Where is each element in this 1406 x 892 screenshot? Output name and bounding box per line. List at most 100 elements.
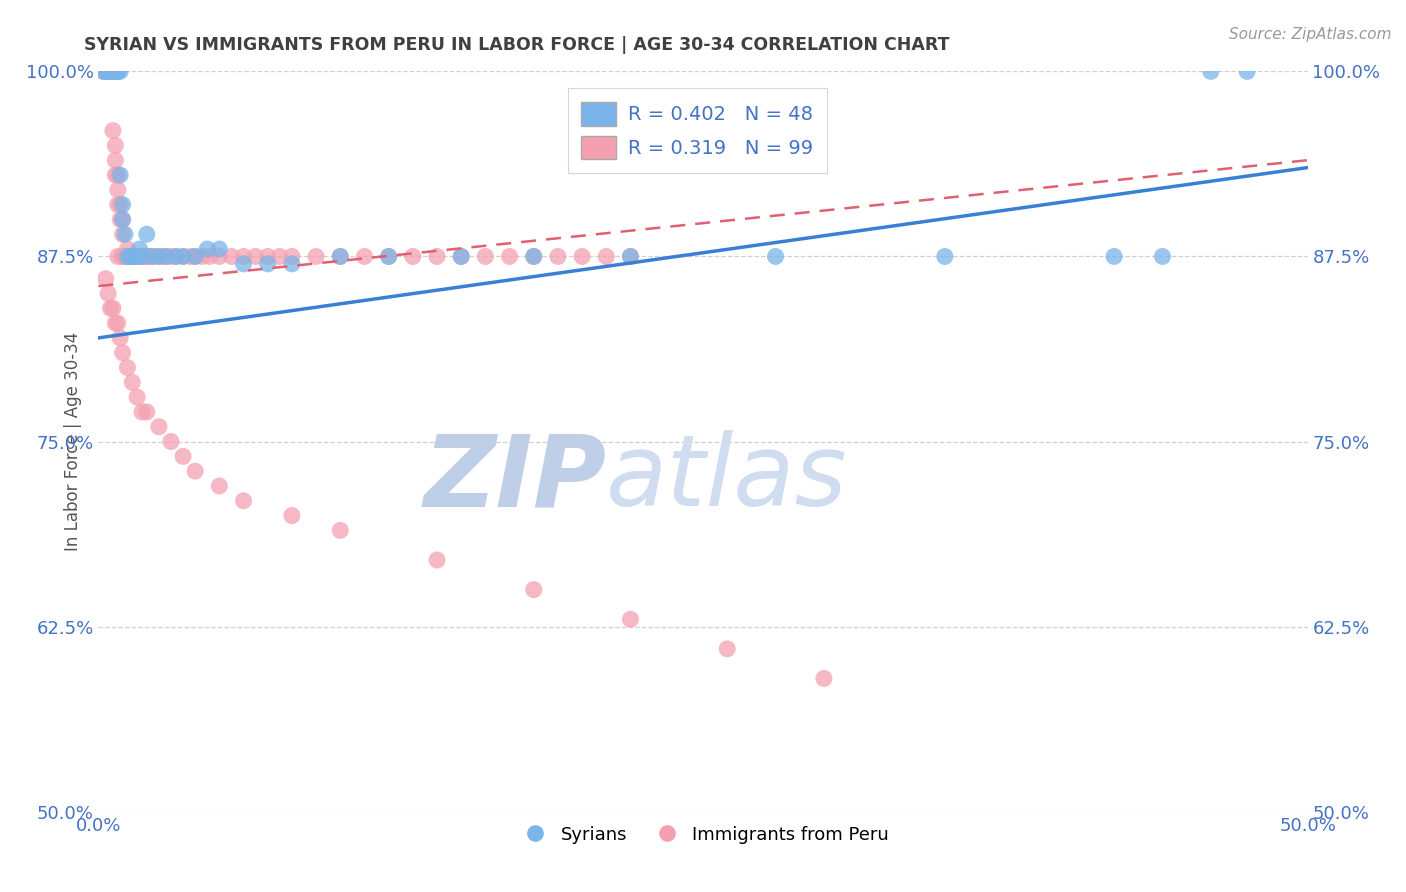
Immigrants from Peru	[107, 168, 129, 182]
Syrians	[1199, 64, 1222, 78]
Immigrants from Peru	[100, 64, 122, 78]
Immigrants from Peru	[221, 249, 243, 264]
Immigrants from Peru	[523, 249, 546, 264]
Syrians	[108, 64, 131, 78]
Immigrants from Peru	[523, 582, 546, 597]
Immigrants from Peru	[104, 138, 127, 153]
Immigrants from Peru	[97, 64, 120, 78]
Syrians	[155, 249, 177, 264]
Immigrants from Peru	[716, 641, 738, 656]
Syrians	[195, 242, 218, 256]
Immigrants from Peru	[91, 64, 114, 78]
Immigrants from Peru	[135, 249, 157, 264]
Immigrants from Peru	[179, 249, 201, 264]
Syrians	[104, 64, 127, 78]
Immigrants from Peru	[377, 249, 399, 264]
Syrians	[208, 242, 231, 256]
Immigrants from Peru	[160, 434, 183, 449]
Immigrants from Peru	[107, 316, 129, 330]
Immigrants from Peru	[97, 286, 120, 301]
Immigrants from Peru	[571, 249, 593, 264]
Immigrants from Peru	[498, 249, 520, 264]
Immigrants from Peru	[131, 249, 153, 264]
Immigrants from Peru	[232, 249, 254, 264]
Syrians	[94, 64, 117, 78]
Immigrants from Peru	[450, 249, 472, 264]
Immigrants from Peru	[329, 249, 352, 264]
Syrians	[281, 257, 304, 271]
Immigrants from Peru	[111, 212, 134, 227]
Immigrants from Peru	[117, 249, 139, 264]
Immigrants from Peru	[141, 249, 163, 264]
Immigrants from Peru	[100, 301, 122, 316]
Syrians	[934, 249, 956, 264]
Syrians	[765, 249, 787, 264]
Syrians	[377, 249, 399, 264]
Immigrants from Peru	[114, 249, 136, 264]
Immigrants from Peru	[117, 360, 139, 375]
Syrians	[1102, 249, 1125, 264]
Immigrants from Peru	[191, 249, 214, 264]
Syrians	[329, 249, 352, 264]
Text: Source: ZipAtlas.com: Source: ZipAtlas.com	[1229, 27, 1392, 42]
Syrians	[107, 64, 129, 78]
Immigrants from Peru	[124, 249, 146, 264]
Immigrants from Peru	[104, 168, 127, 182]
Immigrants from Peru	[426, 553, 449, 567]
Immigrants from Peru	[108, 212, 131, 227]
Immigrants from Peru	[165, 249, 187, 264]
Text: atlas: atlas	[606, 430, 848, 527]
Immigrants from Peru	[145, 249, 167, 264]
Immigrants from Peru	[108, 331, 131, 345]
Immigrants from Peru	[111, 249, 134, 264]
Immigrants from Peru	[813, 672, 835, 686]
Syrians	[117, 249, 139, 264]
Immigrants from Peru	[121, 249, 143, 264]
Syrians	[97, 64, 120, 78]
Syrians	[101, 64, 124, 78]
Syrians	[91, 64, 114, 78]
Syrians	[118, 249, 141, 264]
Immigrants from Peru	[128, 249, 150, 264]
Text: SYRIAN VS IMMIGRANTS FROM PERU IN LABOR FORCE | AGE 30-34 CORRELATION CHART: SYRIAN VS IMMIGRANTS FROM PERU IN LABOR …	[84, 36, 950, 54]
Immigrants from Peru	[281, 508, 304, 523]
Immigrants from Peru	[104, 316, 127, 330]
Syrians	[97, 64, 120, 78]
Syrians	[100, 64, 122, 78]
Syrians	[135, 227, 157, 242]
Immigrants from Peru	[256, 249, 278, 264]
Immigrants from Peru	[595, 249, 617, 264]
Legend: Syrians, Immigrants from Peru: Syrians, Immigrants from Peru	[510, 818, 896, 851]
Syrians	[256, 257, 278, 271]
Syrians	[127, 249, 149, 264]
Immigrants from Peru	[131, 405, 153, 419]
Immigrants from Peru	[281, 249, 304, 264]
Immigrants from Peru	[150, 249, 173, 264]
Immigrants from Peru	[107, 183, 129, 197]
Immigrants from Peru	[127, 249, 149, 264]
Immigrants from Peru	[155, 249, 177, 264]
Immigrants from Peru	[353, 249, 375, 264]
Immigrants from Peru	[184, 249, 207, 264]
Immigrants from Peru	[117, 242, 139, 256]
Immigrants from Peru	[619, 612, 641, 626]
Immigrants from Peru	[101, 64, 124, 78]
Syrians	[165, 249, 187, 264]
Immigrants from Peru	[111, 227, 134, 242]
Syrians	[107, 64, 129, 78]
Immigrants from Peru	[138, 249, 160, 264]
Syrians	[1236, 64, 1258, 78]
Immigrants from Peru	[111, 345, 134, 359]
Syrians	[121, 249, 143, 264]
Syrians	[101, 64, 124, 78]
Immigrants from Peru	[101, 123, 124, 137]
Immigrants from Peru	[402, 249, 425, 264]
Immigrants from Peru	[118, 249, 141, 264]
Syrians	[108, 168, 131, 182]
Immigrants from Peru	[118, 249, 141, 264]
Immigrants from Peru	[172, 249, 194, 264]
Syrians	[111, 212, 134, 227]
Immigrants from Peru	[426, 249, 449, 264]
Immigrants from Peru	[305, 249, 328, 264]
Immigrants from Peru	[94, 64, 117, 78]
